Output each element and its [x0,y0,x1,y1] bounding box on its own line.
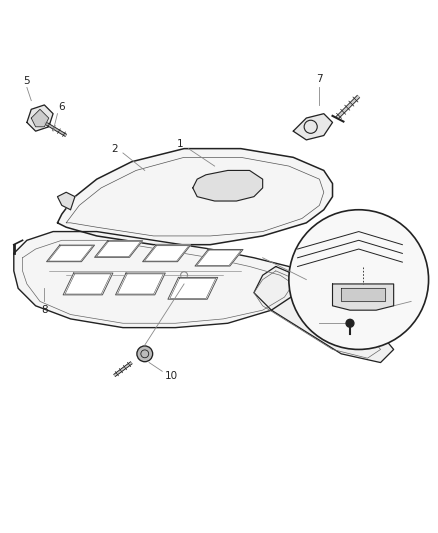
Polygon shape [57,149,332,245]
Text: 1: 1 [177,139,183,149]
Polygon shape [341,288,385,302]
Polygon shape [193,171,263,201]
Polygon shape [143,245,191,262]
Polygon shape [31,109,49,127]
Polygon shape [168,277,218,299]
Circle shape [137,346,152,362]
Text: 11: 11 [304,318,317,328]
Text: 6: 6 [59,102,65,112]
Text: 8: 8 [41,305,48,315]
Polygon shape [332,284,394,310]
Text: 12: 12 [413,296,427,306]
Polygon shape [195,249,243,266]
Polygon shape [27,105,53,131]
Polygon shape [116,273,165,295]
Polygon shape [63,273,113,295]
Polygon shape [14,231,306,328]
Polygon shape [57,192,75,210]
Polygon shape [95,241,143,257]
Polygon shape [254,266,394,362]
Text: 7: 7 [316,74,323,84]
Polygon shape [46,245,95,262]
Polygon shape [293,114,332,140]
Text: 10: 10 [164,370,177,381]
Circle shape [346,319,354,327]
Text: 5: 5 [24,76,30,86]
Circle shape [289,210,428,350]
Text: 2: 2 [111,143,117,154]
